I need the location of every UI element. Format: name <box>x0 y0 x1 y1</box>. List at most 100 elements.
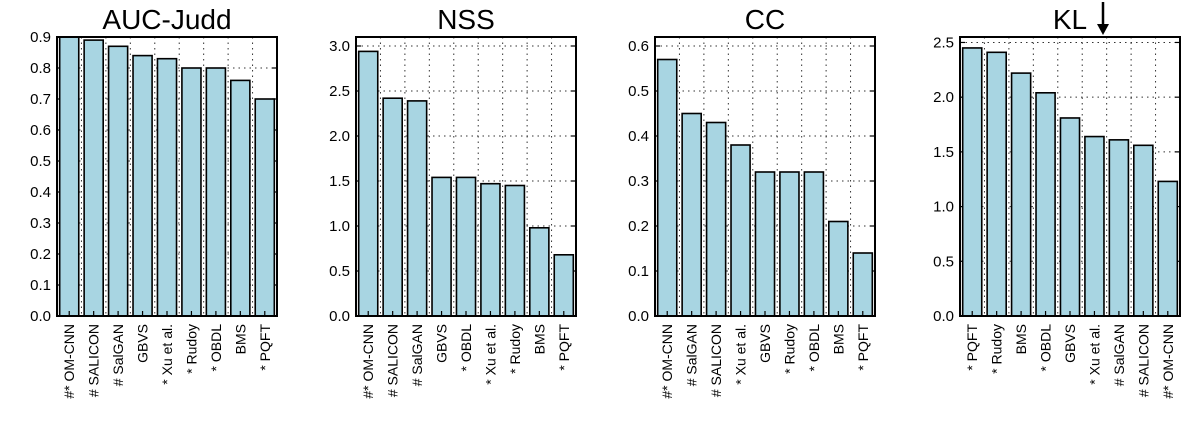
bar <box>406 100 428 317</box>
category-label: * Xu et al. <box>159 324 175 385</box>
bar <box>382 97 403 317</box>
category-label: * OBDL <box>458 324 474 372</box>
y-tick-label: 0.0 <box>329 308 350 325</box>
category-label: * OBDL <box>1038 324 1054 372</box>
bar <box>705 121 727 317</box>
y-tick-label: 0.4 <box>628 128 649 145</box>
category-label: * Xu et al. <box>1086 324 1102 385</box>
bar <box>132 54 153 317</box>
bar <box>230 79 251 317</box>
bar <box>107 45 129 317</box>
bar <box>803 171 825 317</box>
category-label: # SalGAN <box>409 324 425 386</box>
category-label: # SALICON <box>385 324 401 397</box>
y-tick-label: 0.6 <box>628 38 649 55</box>
y-tick-label: 0.1 <box>30 277 51 294</box>
y-tick-label: 0.2 <box>628 218 649 235</box>
y-tick-label: 1.0 <box>329 218 350 235</box>
category-label: BMS <box>232 324 248 354</box>
category-label: * OBDL <box>208 324 224 372</box>
plot-frame <box>654 36 876 317</box>
y-tick-label: 1.5 <box>933 144 954 161</box>
bar <box>254 98 276 317</box>
category-label: * Xu et al. <box>482 324 498 385</box>
bar <box>1157 180 1179 317</box>
category-label: BMS <box>830 324 846 354</box>
bar <box>431 176 452 317</box>
chart-panel-4: KL 0.0 0.5 1.0 1.5 2.0 2.5 * PQFT * Rudoy BMS * OB… <box>933 2 1181 399</box>
y-tick-label: 0.3 <box>628 173 649 190</box>
category-label: # SalGAN <box>1111 324 1127 386</box>
category-label: #* OM-CNN <box>61 324 77 399</box>
category-label: * Rudoy <box>183 324 199 374</box>
bar <box>504 184 526 317</box>
y-tick-label: 0.5 <box>933 253 954 270</box>
category-label: GBVS <box>135 324 151 363</box>
category-label: GBVS <box>434 324 450 363</box>
bar <box>961 47 983 317</box>
y-tick-label: 0.6 <box>30 122 51 139</box>
bar <box>553 254 575 317</box>
bar <box>681 112 703 317</box>
category-label: * PQFT <box>964 324 980 371</box>
y-tick-label: 0.1 <box>628 263 649 280</box>
bar <box>1133 144 1154 317</box>
category-label: BMS <box>531 324 547 354</box>
category-label: * Xu et al. <box>733 324 749 385</box>
bar <box>852 252 874 317</box>
bar <box>58 36 80 317</box>
y-tick-label: 1.5 <box>329 173 350 190</box>
category-label: * Rudoy <box>781 324 797 374</box>
category-label: # SalGAN <box>110 324 126 386</box>
y-tick-label: 0.0 <box>30 308 51 325</box>
chart-panel-2: NSS 0.0 0.5 1.0 1.5 2.0 2.5 3.0 #* OM-CNN # SALIC… <box>329 4 577 399</box>
chart-title: KL <box>1053 4 1087 35</box>
bar <box>1010 72 1032 317</box>
y-tick-label: 0.5 <box>329 263 350 280</box>
y-tick-label: 0.3 <box>30 215 51 232</box>
y-tick-label: 0.5 <box>30 153 51 170</box>
y-tick-label: 2.0 <box>933 89 954 106</box>
category-label: BMS <box>1013 324 1029 354</box>
category-label: GBVS <box>757 324 773 363</box>
y-tick-label: 2.5 <box>329 83 350 100</box>
bar <box>205 67 227 317</box>
chart-title: AUC-Judd <box>102 4 231 35</box>
y-tick-label: 0.0 <box>933 308 954 325</box>
y-tick-label: 0.0 <box>628 308 649 325</box>
y-tick-label: 0.9 <box>30 29 51 46</box>
bar <box>730 144 751 317</box>
bar <box>779 171 800 317</box>
bar <box>455 176 477 317</box>
category-label: #* OM-CNN <box>360 324 376 399</box>
category-label: * PQFT <box>257 324 273 371</box>
y-tick-label: 0.7 <box>30 91 51 108</box>
chart-panel-3: CC 0.0 0.1 0.2 0.3 0.4 0.5 0.6 #* OM-CNN # SalGAN… <box>628 4 876 399</box>
plot-frame <box>355 36 577 317</box>
category-label: # SalGAN <box>684 324 700 386</box>
chart-title: NSS <box>437 4 495 35</box>
plot-frame <box>56 36 278 317</box>
category-label: #* OM-CNN <box>1160 324 1176 399</box>
category-label: #* OM-CNN <box>659 324 675 399</box>
category-label: * PQFT <box>556 324 572 371</box>
chart-title: CC <box>745 4 785 35</box>
category-label: * OBDL <box>806 324 822 372</box>
plot-frame <box>959 36 1181 317</box>
bar <box>83 39 104 317</box>
bar <box>1035 92 1056 317</box>
bar <box>156 57 178 317</box>
y-tick-label: 2.5 <box>933 34 954 51</box>
y-tick-label: 3.0 <box>329 38 350 55</box>
y-tick-label: 2.0 <box>329 128 350 145</box>
bar <box>181 67 202 317</box>
lower-is-better-arrow-icon <box>1097 2 1109 35</box>
bar <box>827 220 849 317</box>
category-label: # SALICON <box>708 324 724 397</box>
y-tick-label: 0.8 <box>30 60 51 77</box>
category-label: * Rudoy <box>507 324 523 374</box>
category-label: GBVS <box>1062 324 1078 363</box>
bar <box>754 171 776 317</box>
category-label: # SALICON <box>86 324 102 397</box>
